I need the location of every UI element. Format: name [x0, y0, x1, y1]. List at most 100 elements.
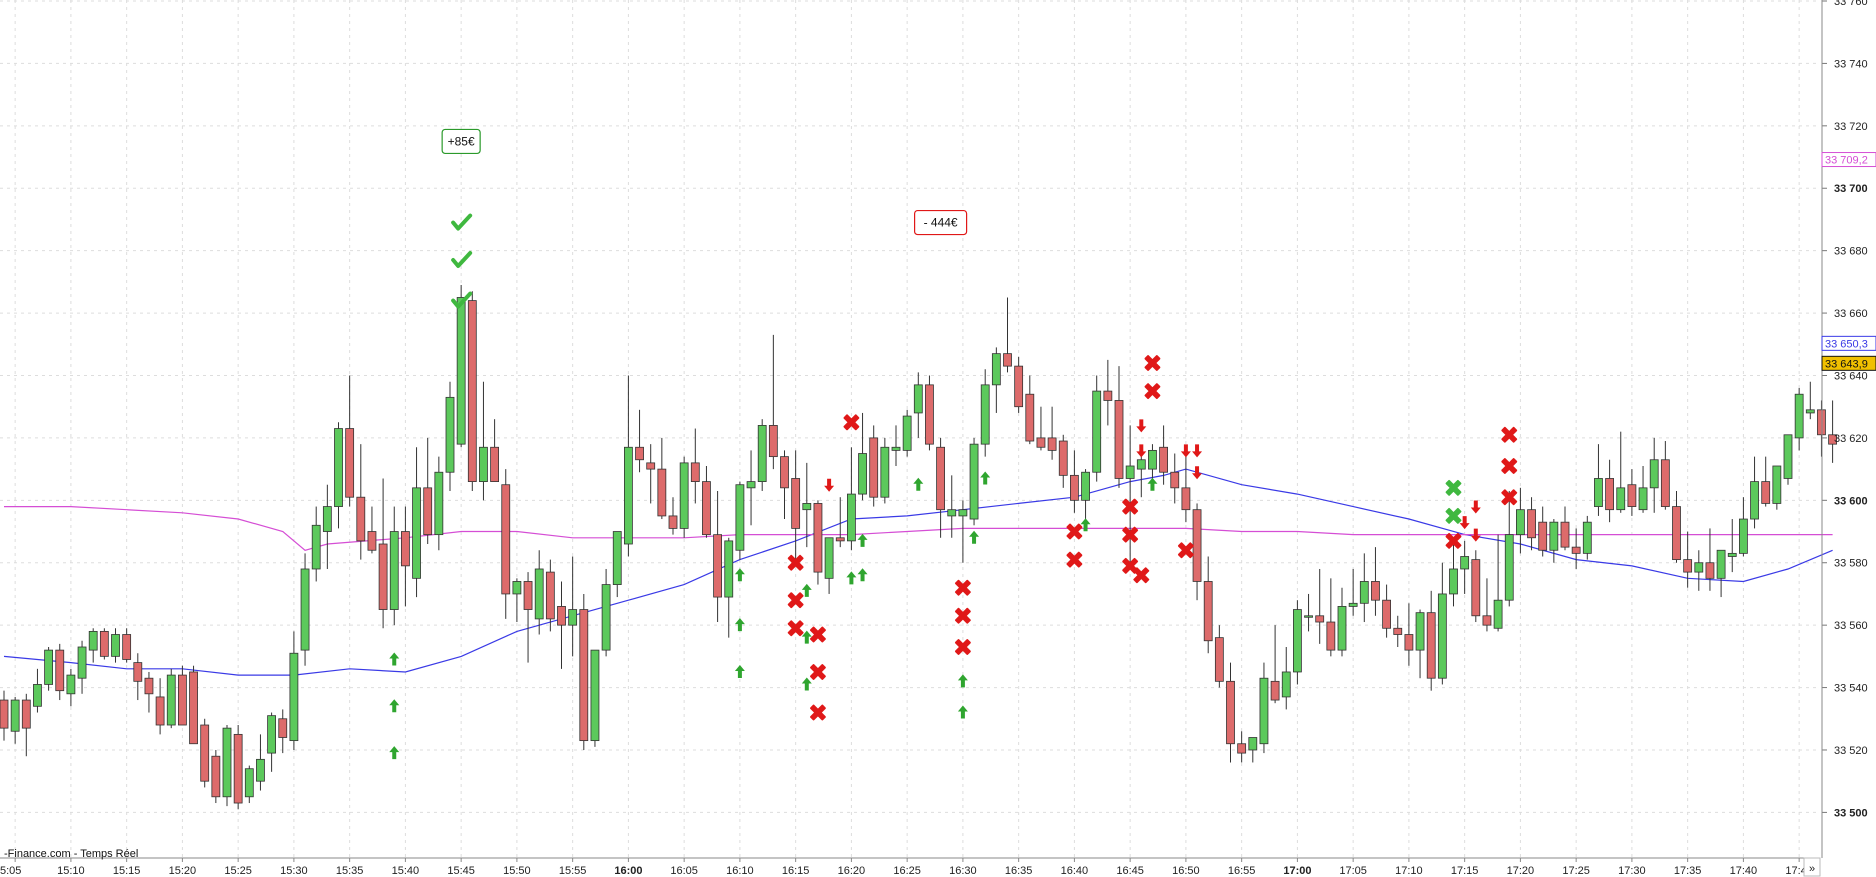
candle-down [1527, 497, 1536, 551]
cross-marker [787, 620, 804, 637]
y-tick-label: 33 680 [1834, 246, 1868, 258]
candle-up [601, 568, 611, 657]
candle-body [1371, 581, 1380, 601]
candle-body [211, 755, 221, 798]
candle-body [356, 496, 366, 542]
scroll-right-icon: » [1809, 863, 1815, 875]
candle-down [356, 444, 366, 560]
candle-body [1259, 677, 1269, 745]
candle-body [1504, 534, 1514, 601]
candle-body [1739, 518, 1748, 554]
x-tick-label: 17:20 [1507, 865, 1535, 877]
x-tick-label: 16:45 [1116, 865, 1144, 877]
candle-body [322, 506, 332, 532]
candle-down [1203, 556, 1213, 654]
candle-up [1750, 456, 1759, 529]
candle-body [244, 768, 254, 798]
cross-marker [1445, 479, 1462, 496]
arrow-down-marker [1459, 516, 1470, 530]
candle-body [791, 478, 801, 529]
candle-down [1270, 625, 1280, 704]
candle-down [713, 490, 722, 623]
candle-body [1627, 484, 1637, 507]
candle-body [99, 630, 109, 657]
y-tick-label: 33 660 [1834, 308, 1868, 320]
grid-lines [0, 0, 1820, 858]
candle-up [1248, 737, 1258, 763]
arrow-down-marker [1470, 528, 1481, 542]
candle-body [869, 437, 879, 498]
candle-body [1148, 449, 1157, 470]
arrow-down-marker [1192, 466, 1203, 480]
candle-down [1817, 400, 1826, 457]
cross-marker [954, 579, 971, 596]
candle-body [1181, 487, 1191, 511]
arrow-up-marker [801, 630, 812, 644]
candle-body [702, 481, 711, 536]
candle-up [300, 553, 310, 666]
candle-down [936, 437, 945, 538]
candle-body [1058, 440, 1068, 476]
candle-up [824, 537, 834, 594]
x-tick-label: 16:50 [1172, 865, 1200, 877]
candle-body [958, 509, 968, 517]
candle-up [267, 712, 277, 772]
arrow-up-marker [734, 664, 745, 678]
candle-body [1382, 599, 1391, 629]
candle-body [1493, 599, 1503, 629]
candle-up [880, 437, 890, 504]
candle-down [99, 628, 109, 660]
moving-average-slow [4, 506, 1833, 551]
candle-body [1293, 609, 1302, 673]
candle-up [991, 347, 1001, 413]
cross-bar [1445, 479, 1462, 496]
candle-up [1594, 444, 1603, 516]
scroll-right-button[interactable]: » [1803, 857, 1821, 877]
candle-body [200, 724, 210, 782]
candle-up [1304, 593, 1313, 632]
candle-body [1404, 634, 1414, 651]
candle-up [33, 668, 42, 713]
candle-down [1214, 625, 1224, 688]
candle-body [1248, 737, 1258, 751]
candle-up [322, 484, 332, 569]
candle-body [590, 649, 600, 742]
candle-up [1649, 437, 1659, 513]
arrow-down-marker [1180, 444, 1191, 458]
candle-body [1036, 437, 1046, 448]
arrow-down-marker [1136, 419, 1147, 433]
candle-body [334, 428, 343, 507]
candle-up [1805, 381, 1815, 420]
cross-marker [954, 639, 971, 655]
arrow-up-marker [1080, 518, 1091, 532]
candle-body [66, 674, 76, 695]
candle-body [144, 677, 154, 695]
candle-body [1203, 581, 1213, 642]
candle-body [378, 543, 388, 610]
candle-down [1047, 406, 1057, 460]
cross-bar [787, 592, 804, 609]
candle-body [1214, 637, 1224, 682]
candle-body [1226, 680, 1235, 745]
candle-body [925, 384, 934, 445]
candle-up [958, 500, 968, 563]
candle-body [1003, 353, 1012, 367]
candle-body [1136, 459, 1146, 470]
candle-body [1594, 478, 1603, 507]
candle-body [813, 503, 823, 573]
price-marker-label: 33 643,9 [1825, 358, 1868, 370]
candle-down [1382, 584, 1391, 638]
cross-marker [1177, 542, 1194, 559]
candle-body [980, 384, 990, 445]
candle-body [936, 446, 945, 511]
candle-up [679, 456, 689, 538]
candle-up [1582, 515, 1592, 560]
candle-body [256, 758, 265, 782]
cross-bar [1122, 526, 1139, 543]
cross-marker [1133, 567, 1150, 584]
candle-body [1683, 559, 1693, 573]
candle-body [389, 531, 399, 610]
price-marker-box [1821, 152, 1876, 168]
candle-body [1237, 743, 1247, 754]
